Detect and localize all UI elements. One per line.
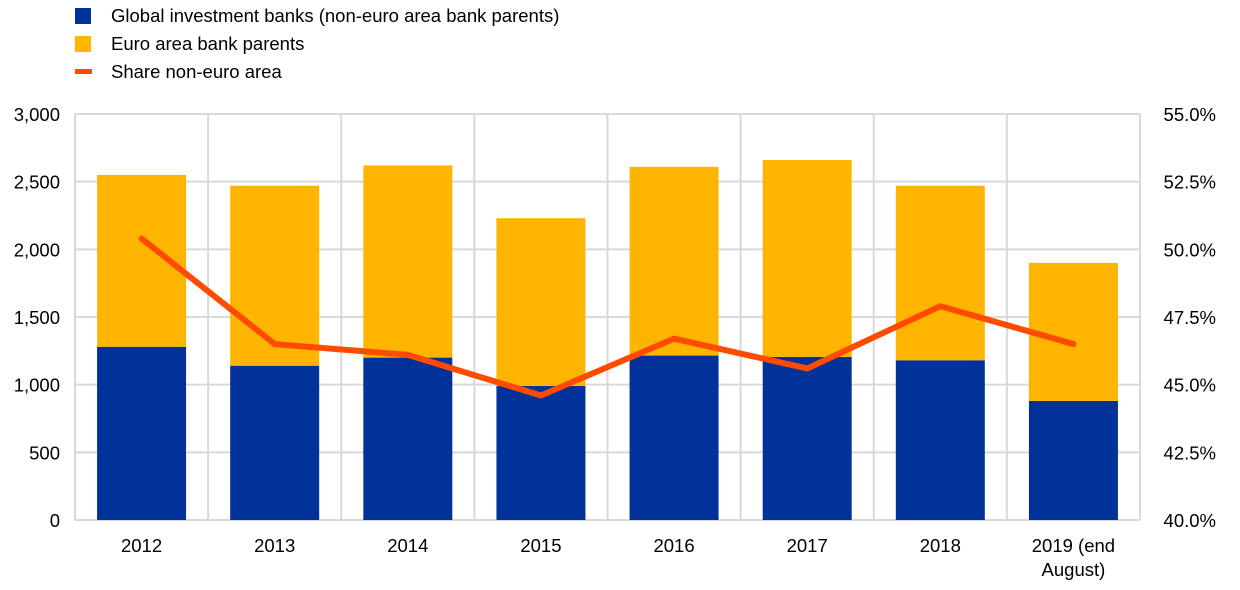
bar-segment-euro-area-bank-parents: [762, 160, 852, 357]
bar-segment-euro-area-bank-parents: [1028, 262, 1118, 401]
bar-segment-euro-area-bank-parents: [363, 165, 453, 358]
bar-segment-global-investment-banks: [496, 386, 586, 520]
y-tick-label: 0: [50, 510, 60, 531]
bar-segment-global-investment-banks: [97, 346, 187, 520]
bar-segment-global-investment-banks: [363, 357, 453, 520]
x-tick-label: August): [1042, 559, 1106, 580]
y-tick-label: 500: [29, 442, 60, 463]
legend-swatch-blue-box-icon: [75, 8, 91, 24]
share-non-euro-area-line: [138, 235, 1077, 399]
legend-label: Euro area bank parents: [111, 33, 305, 54]
bar-segment-euro-area-bank-parents: [230, 185, 320, 366]
y2-tick-label: 50.0%: [1164, 239, 1216, 260]
y2-tick-label: 45.0%: [1164, 375, 1216, 396]
legend-label: Share non-euro area: [111, 61, 282, 82]
y2-tick-label: 47.5%: [1164, 307, 1216, 328]
y-tick-label: 1,000: [14, 375, 60, 396]
x-tick-label: 2012: [121, 535, 162, 556]
x-tick-label: 2017: [787, 535, 828, 556]
bar-segment-euro-area-bank-parents: [629, 166, 719, 356]
x-axis: 2012 2013 2014 2015 2016 2017 2018 2019 (end Aug…: [121, 535, 1115, 580]
y2-tick-label: 42.5%: [1164, 442, 1216, 463]
x-tick-label: 2014: [387, 535, 428, 556]
left-y-axis: 0 500 1,000 1,500 2,000 2,500 3,000: [14, 104, 60, 531]
bar-segment-euro-area-bank-parents: [895, 185, 985, 361]
y2-tick-label: 40.0%: [1164, 510, 1216, 531]
legend-label: Global investment banks (non-euro area b…: [111, 5, 560, 26]
x-tick-label: 2015: [520, 535, 561, 556]
legend-swatch-yellow-box-icon: [75, 36, 91, 52]
bar-segment-euro-area-bank-parents: [496, 218, 586, 387]
right-y-axis: 40.0% 42.5% 45.0% 47.5% 50.0% 52.5% 55.0%: [1164, 104, 1216, 531]
x-tick-label: 2019 (end: [1032, 535, 1115, 556]
y-tick-label: 3,000: [14, 104, 60, 125]
bar-segment-global-investment-banks: [629, 355, 719, 520]
y-tick-label: 2,500: [14, 172, 60, 193]
bar-segment-global-investment-banks: [1028, 400, 1118, 520]
bar-segment-global-investment-banks: [230, 365, 320, 520]
x-tick-label: 2016: [653, 535, 694, 556]
bar-segment-global-investment-banks: [895, 360, 985, 520]
x-tick-label: 2018: [920, 535, 961, 556]
y2-tick-label: 52.5%: [1164, 172, 1216, 193]
x-tick-label: 2013: [254, 535, 295, 556]
y2-tick-label: 55.0%: [1164, 104, 1216, 125]
share-line: [138, 235, 1077, 399]
bar-segment-global-investment-banks: [762, 356, 852, 520]
bars: [97, 160, 1118, 520]
legend-swatch-orange-line-icon: [75, 69, 92, 74]
y-tick-label: 2,000: [14, 239, 60, 260]
y-tick-label: 1,500: [14, 307, 60, 328]
